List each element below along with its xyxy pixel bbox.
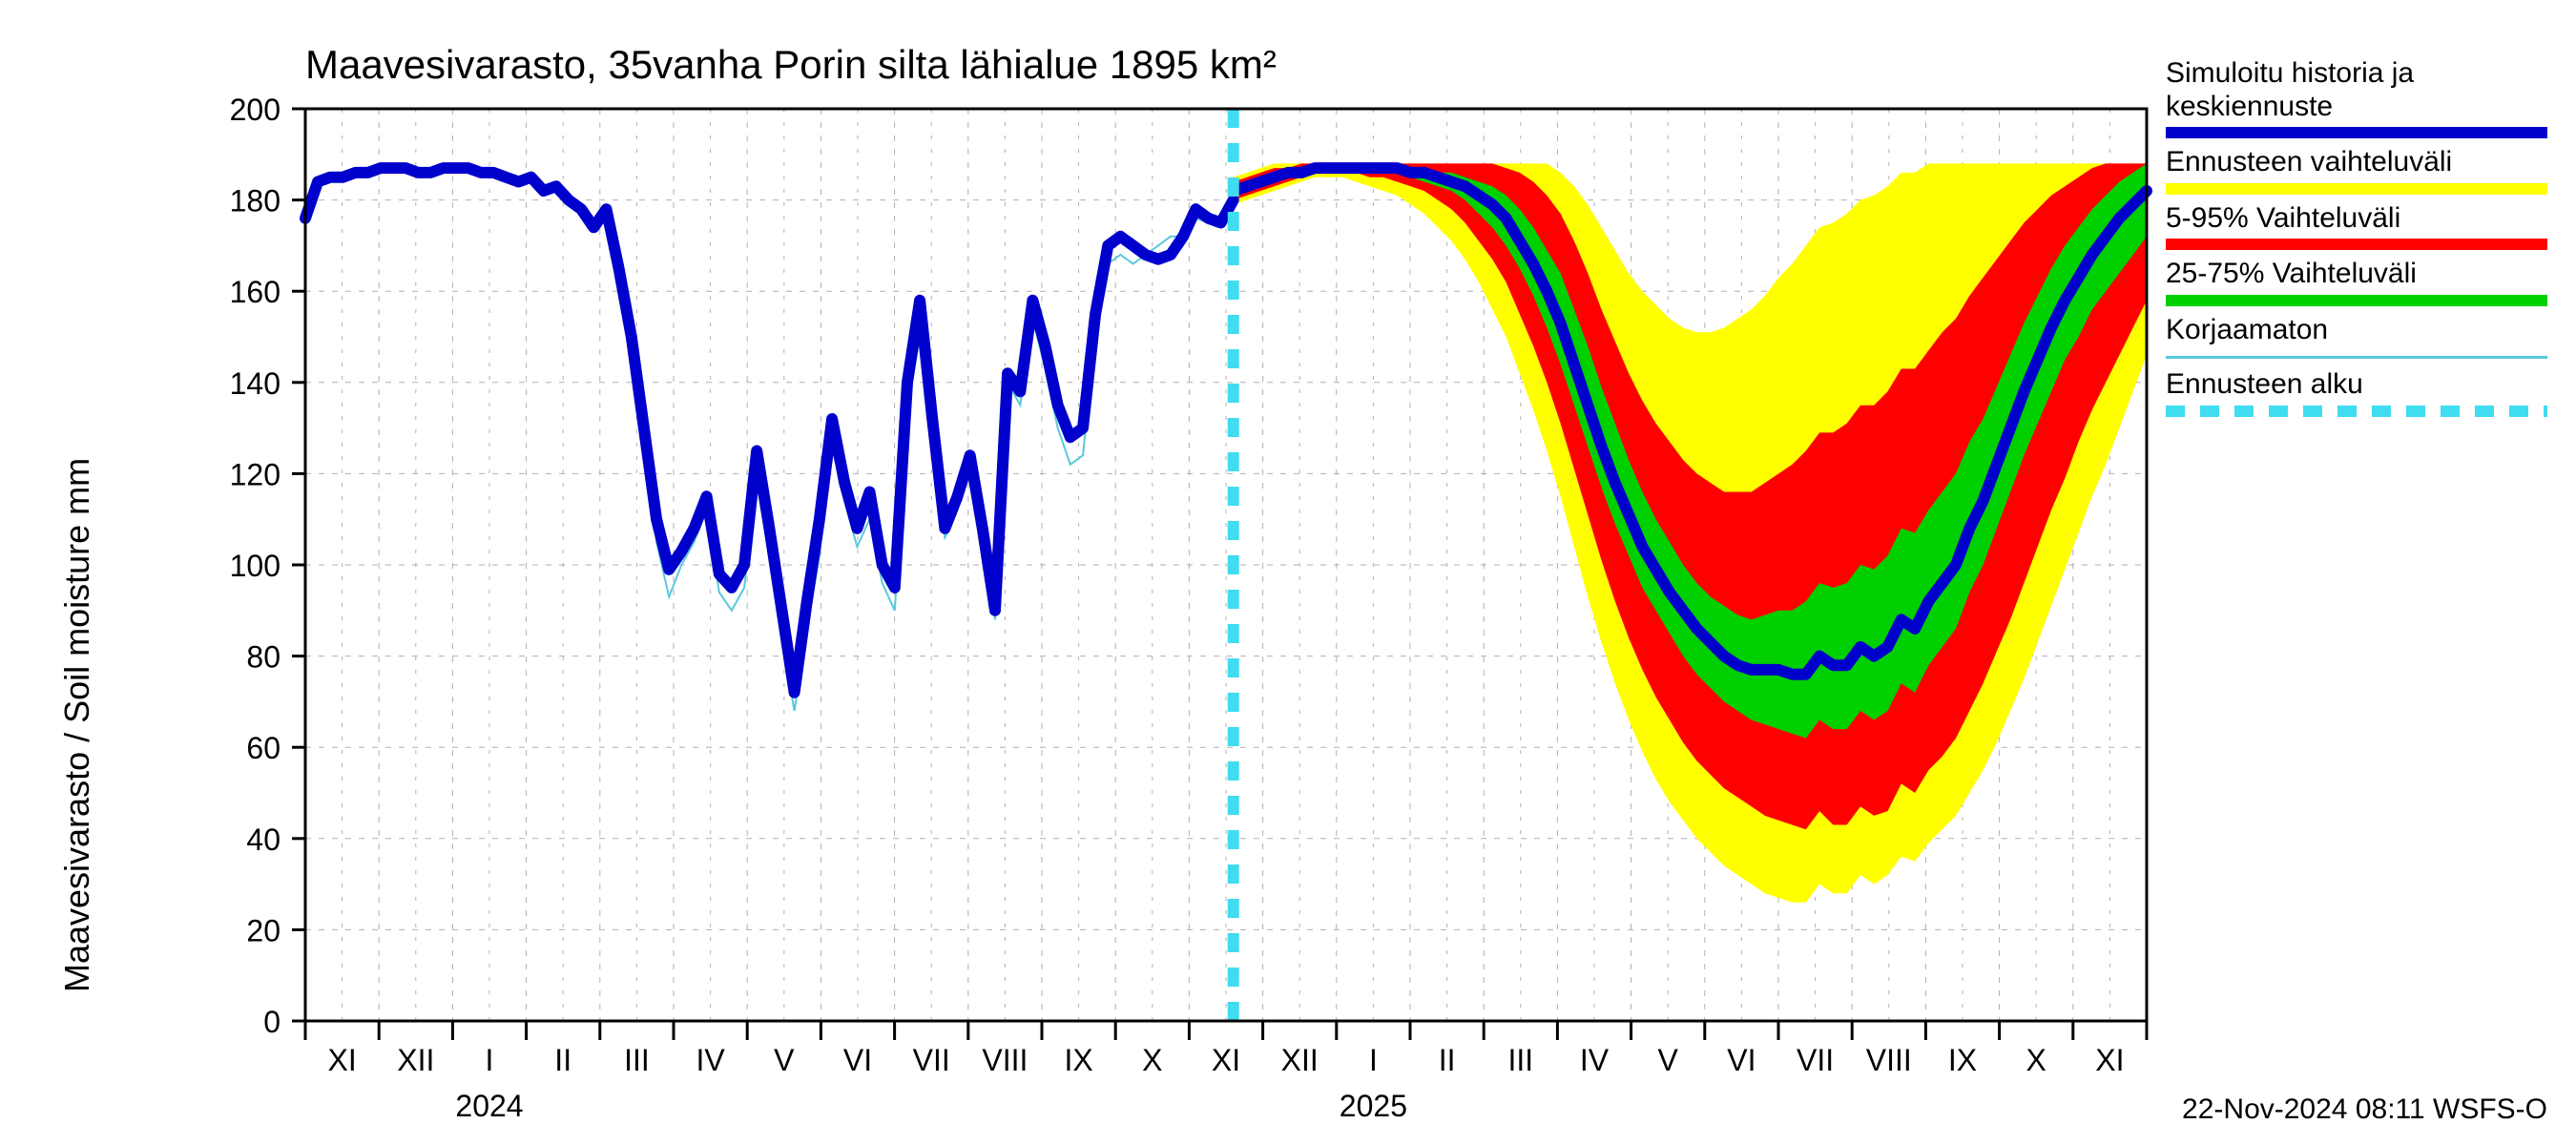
svg-text:140: 140: [230, 366, 280, 401]
svg-text:XI: XI: [1212, 1043, 1240, 1077]
chart-title: Maavesivarasto, 35vanha Porin silta lähi…: [305, 42, 1277, 88]
svg-text:I: I: [486, 1043, 494, 1077]
legend-label: Ennusteen alku: [2166, 368, 2547, 402]
svg-text:I: I: [1369, 1043, 1378, 1077]
legend: Simuloitu historia ja keskiennuste Ennust…: [2166, 57, 2547, 425]
legend-entry: Ennusteen vaihteluväli: [2166, 146, 2547, 195]
legend-swatch: [2166, 295, 2547, 306]
footer-timestamp: 22-Nov-2024 08:11 WSFS-O: [2182, 1093, 2547, 1126]
svg-text:40: 40: [246, 822, 280, 857]
legend-entry: Korjaamaton: [2166, 314, 2547, 360]
svg-text:0: 0: [263, 1005, 280, 1039]
svg-text:X: X: [2026, 1043, 2046, 1077]
svg-text:80: 80: [246, 640, 280, 675]
svg-text:III: III: [1507, 1043, 1533, 1077]
legend-label: 5-95% Vaihteluväli: [2166, 202, 2547, 236]
legend-entry: 5-95% Vaihteluväli: [2166, 202, 2547, 251]
svg-text:V: V: [1658, 1043, 1679, 1077]
svg-text:IX: IX: [1064, 1043, 1092, 1077]
legend-swatch: [2166, 239, 2547, 250]
legend-swatch: [2166, 127, 2547, 138]
svg-text:IV: IV: [1580, 1043, 1610, 1077]
svg-text:VIII: VIII: [982, 1043, 1028, 1077]
svg-text:100: 100: [230, 549, 280, 583]
legend-swatch: [2166, 183, 2547, 195]
svg-text:180: 180: [230, 184, 280, 219]
svg-text:III: III: [624, 1043, 650, 1077]
svg-text:VI: VI: [1727, 1043, 1755, 1077]
svg-text:IV: IV: [696, 1043, 725, 1077]
svg-text:II: II: [554, 1043, 571, 1077]
svg-text:IX: IX: [1948, 1043, 1977, 1077]
svg-text:VII: VII: [1797, 1043, 1834, 1077]
svg-text:160: 160: [230, 275, 280, 309]
legend-label: Ennusteen vaihteluväli: [2166, 146, 2547, 179]
svg-text:2024: 2024: [455, 1089, 523, 1123]
legend-label: Simuloitu historia ja keskiennuste: [2166, 57, 2547, 123]
svg-text:200: 200: [230, 93, 280, 127]
svg-text:VI: VI: [843, 1043, 872, 1077]
svg-text:XI: XI: [2095, 1043, 2124, 1077]
legend-swatch: [2166, 406, 2547, 417]
svg-text:20: 20: [246, 913, 280, 947]
svg-text:2025: 2025: [1340, 1089, 1407, 1123]
legend-swatch: [2166, 356, 2547, 359]
svg-text:VIII: VIII: [1866, 1043, 1912, 1077]
svg-text:XI: XI: [327, 1043, 356, 1077]
svg-text:V: V: [774, 1043, 795, 1077]
legend-entry: 25-75% Vaihteluväli: [2166, 258, 2547, 306]
svg-text:120: 120: [230, 457, 280, 491]
svg-text:XII: XII: [1281, 1043, 1319, 1077]
legend-entry: Ennusteen alku: [2166, 368, 2547, 417]
legend-label: Korjaamaton: [2166, 314, 2547, 347]
svg-text:X: X: [1142, 1043, 1162, 1077]
legend-label: 25-75% Vaihteluväli: [2166, 258, 2547, 291]
y-axis-label: Maavesivarasto / Soil moisture mm: [57, 458, 97, 992]
legend-entry: Simuloitu historia ja keskiennuste: [2166, 57, 2547, 138]
svg-text:60: 60: [246, 731, 280, 765]
svg-text:XII: XII: [397, 1043, 434, 1077]
chart-container: Maavesivarasto, 35vanha Porin silta lähi…: [0, 0, 2576, 1145]
svg-text:VII: VII: [913, 1043, 950, 1077]
svg-text:II: II: [1439, 1043, 1456, 1077]
